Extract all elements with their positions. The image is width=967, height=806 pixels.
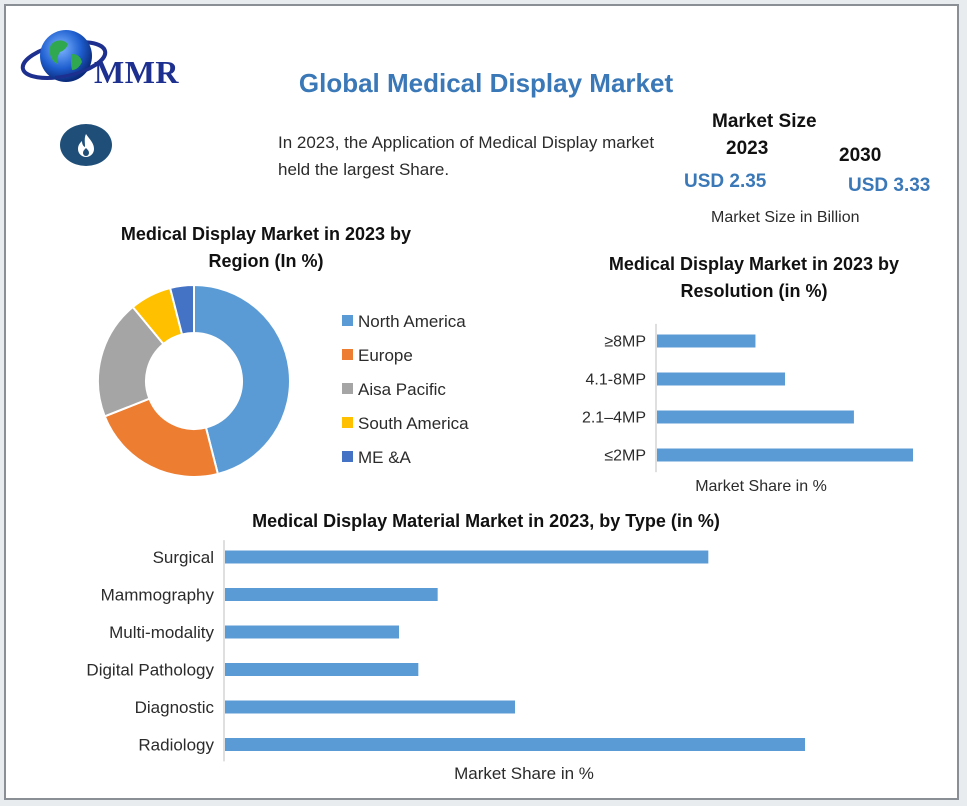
resolution-x-axis-label: Market Share in % xyxy=(695,478,827,495)
resolution-tick-label: 2.1–4MP xyxy=(582,410,646,427)
type-tick-label: Diagnostic xyxy=(135,698,215,717)
resolution-bar-2mp xyxy=(657,448,913,462)
type-tick-label: Radiology xyxy=(138,735,214,754)
infographic-frame: MMR Global Medical Display Market In 202… xyxy=(4,4,959,800)
market-size-value-2030: USD 3.33 xyxy=(848,175,931,196)
type-bar-digital-pathology xyxy=(225,663,419,676)
type-bar-surgical xyxy=(225,550,709,564)
legend-item-north-america: North America xyxy=(342,312,466,332)
mmr-logo: MMR xyxy=(20,24,200,96)
region-donut-chart xyxy=(97,283,291,478)
legend-item-aisa-pacific: Aisa Pacific xyxy=(342,380,446,400)
legend-swatch xyxy=(342,349,353,360)
type-tick-label: Mammography xyxy=(101,585,215,604)
legend-swatch xyxy=(342,383,353,394)
type-tick-label: Multi-modality xyxy=(109,623,214,642)
resolution-bar-chart: ≥8MP 4.1-8MP 2.1–4MP ≤2MP Market Share in % xyxy=(582,323,913,495)
legend-item-europe: Europe xyxy=(342,346,413,366)
market-size-value-2023: USD 2.35 xyxy=(684,171,767,192)
market-size-unit: Market Size in Billion xyxy=(711,209,860,226)
type-chart-title: Medical Display Material Market in 2023,… xyxy=(252,511,720,531)
resolution-tick-label: ≥8MP xyxy=(604,334,646,351)
resolution-tick-label: ≤2MP xyxy=(604,448,646,465)
flame-icon xyxy=(78,134,94,157)
resolution-bar-4-1-8mp xyxy=(657,372,785,386)
legend-swatch xyxy=(342,451,353,462)
intro-text: In 2023, the Application of Medical Disp… xyxy=(278,133,655,179)
page-title: Global Medical Display Market xyxy=(298,68,674,98)
market-size-heading: Market Size xyxy=(712,111,817,132)
donut-slice-me-a xyxy=(168,283,195,336)
resolution-chart-title: Medical Display Market in 2023 by Resolu… xyxy=(608,254,900,301)
resolution-bar-8mp xyxy=(657,334,756,348)
region-chart-title: Medical Display Market in 2023 by Region… xyxy=(120,224,412,271)
legend-swatch xyxy=(342,417,353,428)
legend-label: ME &A xyxy=(358,448,411,467)
legend-item-south-america: South America xyxy=(342,414,469,434)
type-bar-radiology xyxy=(225,738,805,751)
legend-label: Europe xyxy=(358,346,413,365)
type-bar-mammography xyxy=(225,588,438,601)
flame-badge xyxy=(60,124,112,166)
legend-swatch xyxy=(342,315,353,326)
type-bar-chart: Surgical Mammography Multi-modality Digital… xyxy=(86,540,805,783)
donut-slice-north-america xyxy=(193,283,291,476)
globe-logo-icon xyxy=(20,30,108,82)
legend-label: Aisa Pacific xyxy=(358,380,446,399)
legend-item-me-a: ME &A xyxy=(342,448,411,468)
type-bar-multi-modality xyxy=(225,625,399,639)
legend-label: North America xyxy=(358,312,466,331)
legend-label: South America xyxy=(358,414,469,433)
resolution-bar-2-1-4mp xyxy=(657,410,854,424)
brand-name: MMR xyxy=(94,54,180,90)
type-x-axis-label: Market Share in % xyxy=(454,764,594,783)
market-size-year-2030: 2030 xyxy=(839,145,882,166)
type-tick-label: Digital Pathology xyxy=(86,660,214,679)
type-tick-label: Surgical xyxy=(153,548,214,567)
market-size-year-2023: 2023 xyxy=(726,138,769,159)
type-bar-diagnostic xyxy=(225,700,515,714)
region-legend: North America Europe Aisa Pacific South Ame… xyxy=(342,312,512,482)
resolution-tick-label: 4.1-8MP xyxy=(586,372,646,389)
